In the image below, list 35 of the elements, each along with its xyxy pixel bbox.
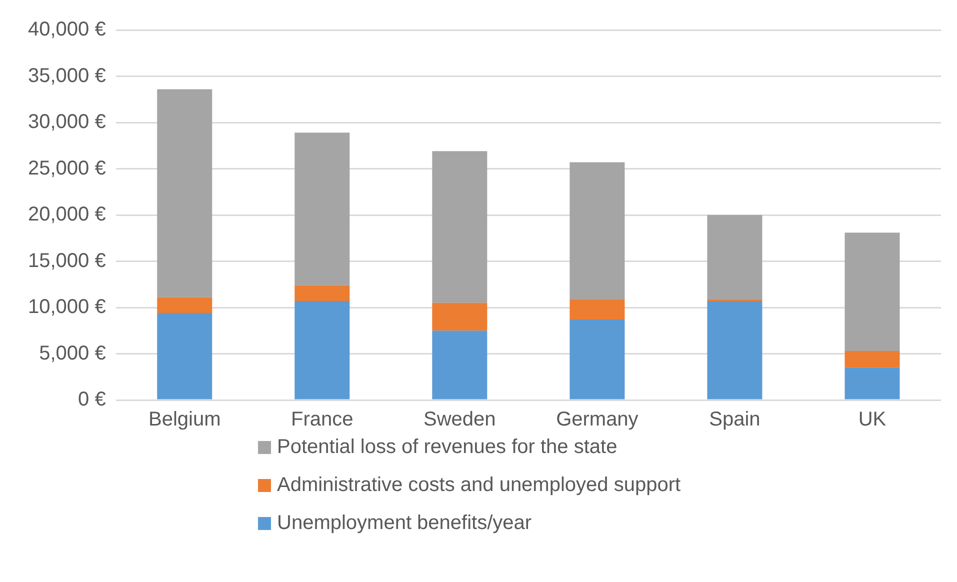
y-tick-label: 40,000 € [28,18,106,41]
y-tick-label: 0 € [78,388,106,411]
legend-label: Potential loss of revenues for the state [277,436,618,458]
bar [707,301,762,400]
y-tick-label: 25,000 € [28,157,106,180]
bar [294,285,350,302]
legend-label: Unemployment benefits/year [277,512,532,534]
bar [294,301,350,400]
x-tick-label: Sweden [424,408,496,431]
y-tick-label: 5,000 € [39,342,106,364]
bar [294,132,350,286]
bar [157,313,212,400]
bar [432,151,488,303]
x-tick-label: Germany [556,408,638,431]
bar [707,215,762,300]
legend-label: Administrative costs and unemployed support [277,474,681,496]
bar [570,162,625,300]
y-tick-label: 10,000 € [28,296,106,318]
bar [432,330,488,400]
bar [157,297,212,314]
y-tick-label: 30,000 € [28,111,106,134]
y-tick-label: 35,000 € [28,64,106,87]
bar [432,302,488,331]
bar [844,350,900,368]
x-tick-label: France [291,408,354,431]
bar [157,89,212,298]
bar [570,299,625,320]
x-tick-label: Belgium [148,408,221,431]
y-tick-label: 20,000 € [28,204,106,226]
x-tick-label: Spain [709,408,760,431]
x-tick-label: UK [858,408,887,431]
bar [570,320,625,400]
bar [844,368,900,400]
bar [844,232,900,351]
y-tick-label: 15,000 € [28,250,106,272]
